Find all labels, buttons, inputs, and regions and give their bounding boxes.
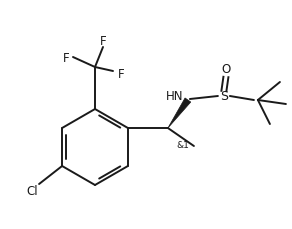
Text: F: F: [63, 51, 69, 64]
Text: &1: &1: [176, 140, 189, 149]
Text: O: O: [221, 62, 230, 75]
Text: S: S: [220, 90, 228, 103]
Text: Cl: Cl: [26, 185, 38, 198]
Text: F: F: [118, 67, 124, 80]
Text: HN: HN: [165, 90, 183, 103]
Text: F: F: [100, 34, 106, 47]
Polygon shape: [168, 98, 191, 128]
